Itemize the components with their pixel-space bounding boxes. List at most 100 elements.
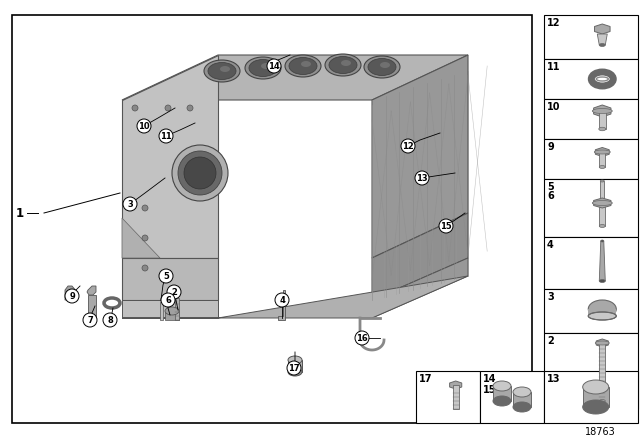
Polygon shape [599,241,605,281]
Text: 4: 4 [279,296,285,305]
Circle shape [159,269,173,283]
Bar [544,371,638,423]
Text: 7: 7 [87,315,93,324]
Bar [544,237,638,289]
Bar [165,311,179,320]
Circle shape [142,205,148,211]
Ellipse shape [599,127,606,131]
Polygon shape [122,55,468,100]
Bar [599,343,605,401]
Ellipse shape [599,43,605,47]
Text: 2: 2 [547,336,554,346]
Ellipse shape [588,312,616,320]
Text: 17: 17 [419,374,433,384]
Ellipse shape [595,341,609,345]
Text: 5: 5 [547,182,554,192]
Bar [599,152,605,167]
Polygon shape [372,213,468,300]
Bar [544,333,638,409]
Polygon shape [595,147,609,156]
Ellipse shape [204,60,240,82]
Circle shape [159,129,173,143]
Bar [599,203,605,226]
Bar [452,385,459,409]
Text: 11: 11 [160,132,172,141]
Ellipse shape [249,60,277,77]
Ellipse shape [599,400,605,402]
Ellipse shape [364,56,400,78]
Polygon shape [122,218,160,258]
Ellipse shape [493,381,511,391]
Ellipse shape [285,55,321,77]
Circle shape [161,293,175,307]
Ellipse shape [329,56,357,73]
Polygon shape [372,258,468,318]
Text: 6: 6 [547,191,554,201]
Circle shape [401,139,415,153]
Ellipse shape [513,402,531,412]
Circle shape [267,59,281,73]
Bar [582,387,609,407]
Circle shape [187,105,193,111]
Polygon shape [122,55,218,258]
Circle shape [172,145,228,201]
Polygon shape [594,105,611,117]
Bar [416,371,480,423]
Ellipse shape [592,108,612,113]
Text: 8: 8 [107,315,113,324]
Text: 11: 11 [547,62,561,72]
Text: 5: 5 [163,271,169,280]
Circle shape [275,293,289,307]
Text: 14: 14 [268,61,280,70]
Text: 3: 3 [127,199,133,208]
Ellipse shape [261,63,271,69]
Ellipse shape [220,66,230,72]
Polygon shape [372,55,468,258]
Circle shape [142,265,148,271]
Text: 18763: 18763 [584,427,616,437]
Text: 17: 17 [288,363,300,372]
Text: 4: 4 [547,240,554,250]
Bar [175,298,179,320]
Bar [544,289,638,333]
Text: 3: 3 [547,292,554,302]
Text: 6: 6 [165,296,171,305]
Text: 1: 1 [16,207,24,220]
Polygon shape [278,290,285,320]
Ellipse shape [592,201,612,206]
Polygon shape [594,198,611,208]
Polygon shape [122,276,468,318]
Text: 12: 12 [547,18,561,28]
Bar [160,302,163,320]
Text: 9: 9 [69,292,75,301]
Ellipse shape [513,387,531,397]
Polygon shape [122,300,218,318]
Text: 13: 13 [416,173,428,182]
Text: 15: 15 [483,385,497,395]
Circle shape [184,157,216,189]
Text: 13: 13 [547,374,561,384]
Circle shape [65,289,79,303]
Ellipse shape [599,224,605,228]
Ellipse shape [341,60,351,66]
Circle shape [165,105,171,111]
Text: 16: 16 [356,333,368,343]
Text: 15: 15 [440,221,452,231]
Polygon shape [596,339,609,347]
Ellipse shape [288,368,302,376]
Circle shape [83,313,97,327]
Circle shape [137,119,151,133]
Bar [588,309,616,316]
Bar [544,59,638,99]
Ellipse shape [582,380,609,394]
Circle shape [355,331,369,345]
Circle shape [103,313,117,327]
Text: 10: 10 [138,121,150,130]
Ellipse shape [600,180,604,182]
Circle shape [123,197,137,211]
Ellipse shape [595,150,611,154]
Ellipse shape [368,59,396,76]
Polygon shape [450,381,461,389]
Ellipse shape [599,280,605,283]
Text: 2: 2 [171,288,177,297]
